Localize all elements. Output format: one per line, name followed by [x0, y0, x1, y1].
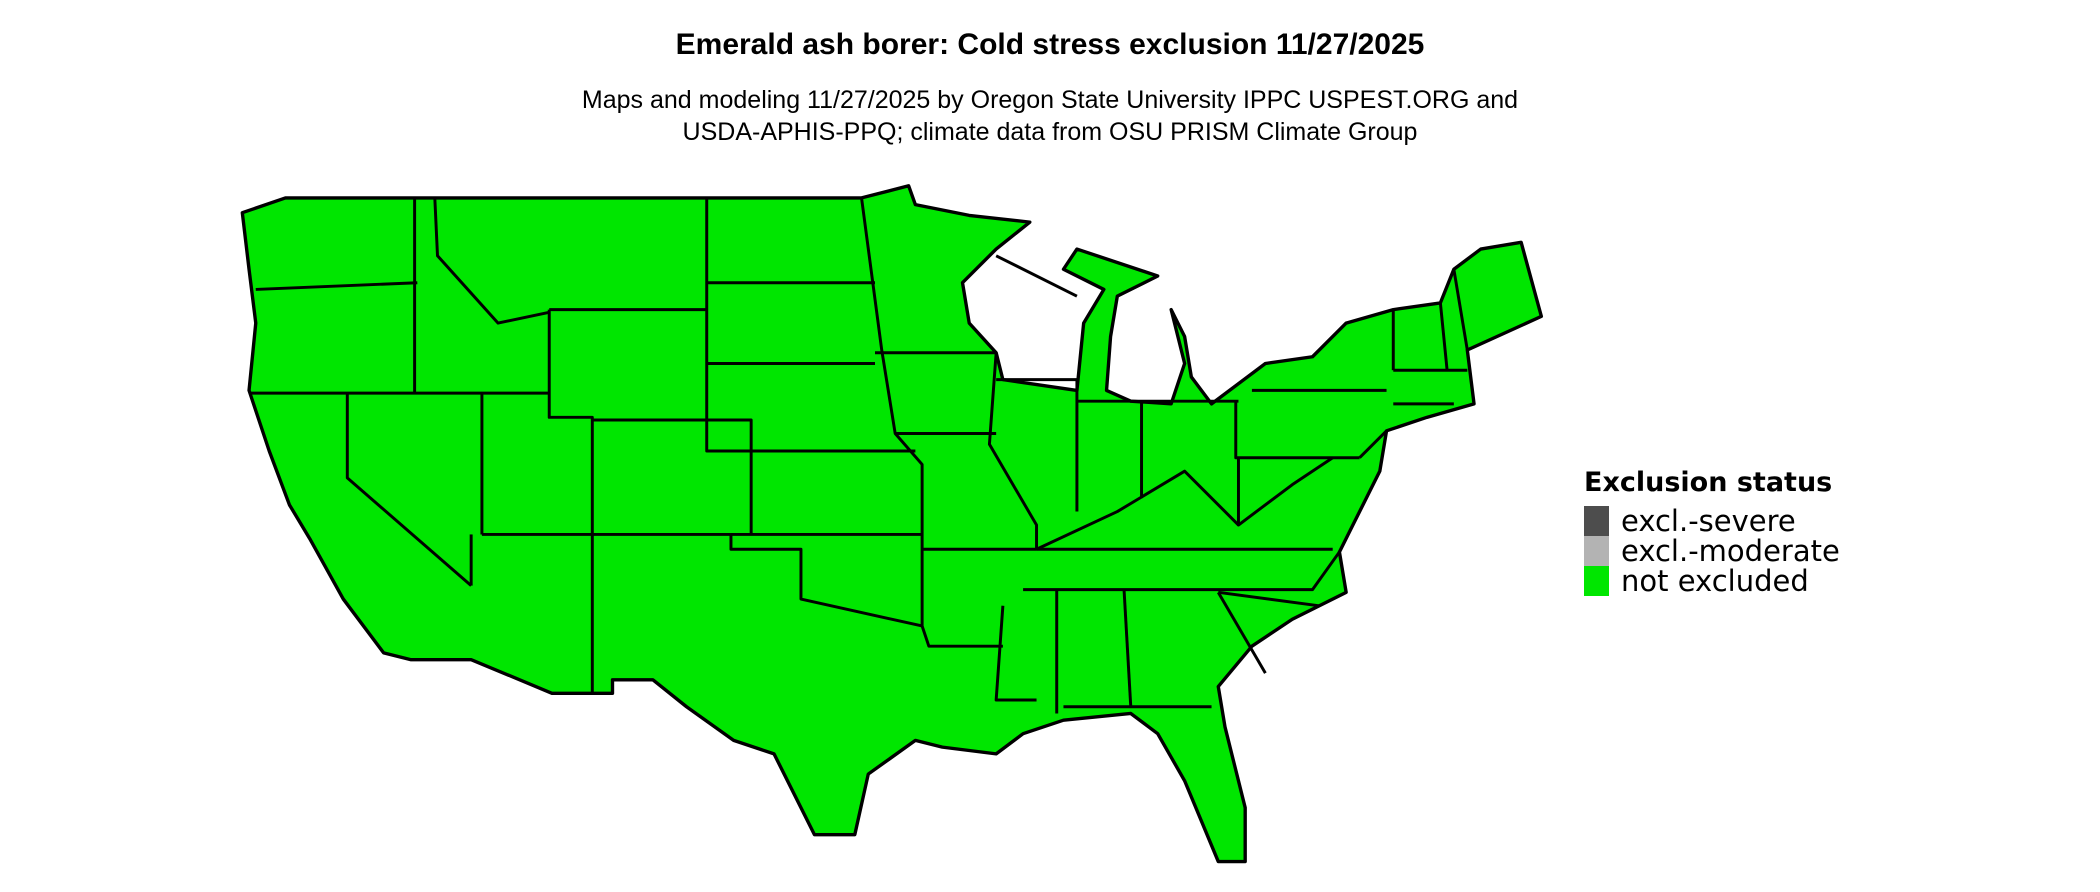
conus-outline: [240, 184, 1544, 864]
subtitle-line-1: Maps and modeling 11/27/2025 by Oregon S…: [581, 86, 1519, 114]
legend-label: excl.-severe: [1621, 504, 1796, 538]
map-subtitle: Maps and modeling 11/27/2025 by Oregon S…: [0, 84, 2100, 148]
legend-item-not-excluded: not excluded: [1584, 564, 1840, 598]
legend-item-severe: excl.-severe: [1584, 504, 1840, 538]
map-title: Emerald ash borer: Cold stress exclusion…: [675, 28, 1425, 61]
legend-item-moderate: excl.-moderate: [1584, 534, 1840, 568]
legend-swatch-moderate: [1584, 536, 1609, 566]
legend-swatch-not-excluded: [1584, 566, 1609, 596]
legend-label: not excluded: [1621, 564, 1809, 598]
state-borders: [249, 197, 1469, 714]
legend-swatch-severe: [1584, 506, 1609, 536]
legend-label: excl.-moderate: [1621, 534, 1840, 568]
legend: Exclusion status excl.-severe excl.-mode…: [1584, 467, 1840, 598]
legend-title: Exclusion status: [1584, 467, 1833, 498]
subtitle-line-2: USDA-APHIS-PPQ; climate data from OSU PR…: [682, 118, 1418, 146]
